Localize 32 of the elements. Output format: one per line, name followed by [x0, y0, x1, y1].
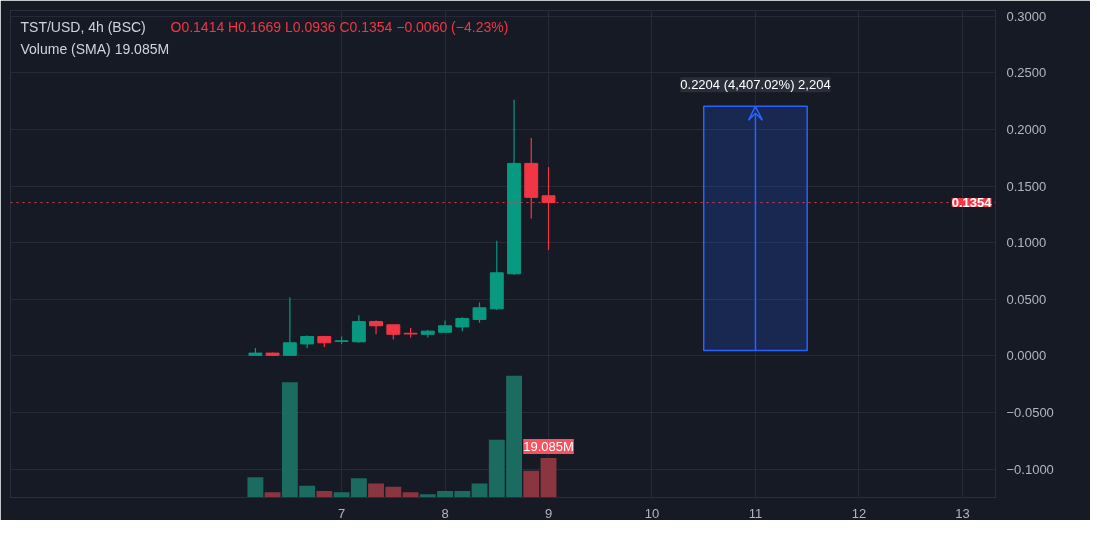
- y-tick-label: −0.1000: [1006, 461, 1054, 477]
- y-tick-label: 0.0000: [1006, 348, 1047, 364]
- candlestick: [472, 301, 487, 324]
- band-label: 0.2204 (4,407.02%) 2,204: [680, 77, 831, 93]
- ref-line-label: 0.1354: [951, 195, 993, 211]
- x-tick-label: 12: [851, 505, 867, 521]
- annotation: Volume (SMA) 19.085M: [20, 40, 170, 57]
- annotation: 19.085M: [523, 438, 574, 454]
- y-tick-label: 0.1500: [1006, 178, 1047, 194]
- y-tick-label: 0.0500: [1006, 291, 1047, 307]
- x-tick-label: 7: [337, 505, 346, 521]
- x-tick-label: 10: [644, 505, 660, 521]
- annotation: O0.1414 H0.1669 L0.0936 C0.1354 −0.0060 (−4.23%): [170, 18, 509, 35]
- bar: [523, 470, 540, 498]
- candlestick: [282, 296, 297, 357]
- y-tick-label: 0.2500: [1006, 65, 1047, 81]
- y-tick-label: 0.2000: [1006, 121, 1047, 137]
- x-tick-label: 8: [441, 505, 449, 521]
- y-tick-label: 0.1000: [1006, 235, 1047, 251]
- bar: [316, 491, 333, 498]
- bar: [264, 492, 281, 498]
- text: TST/USD, 4h (BSC): [20, 18, 146, 35]
- bar: [540, 457, 557, 498]
- y-tick-label: 0.3000: [1006, 8, 1047, 24]
- x-tick-label: 13: [955, 505, 970, 521]
- candlestick: [369, 319, 384, 335]
- y-tick-label: −0.0500: [1006, 405, 1054, 421]
- bar: [402, 492, 419, 498]
- bar: [247, 477, 264, 498]
- x-tick-label: 9: [544, 505, 553, 521]
- x-tick-label: 11: [748, 505, 763, 521]
- candlestick: [351, 314, 366, 344]
